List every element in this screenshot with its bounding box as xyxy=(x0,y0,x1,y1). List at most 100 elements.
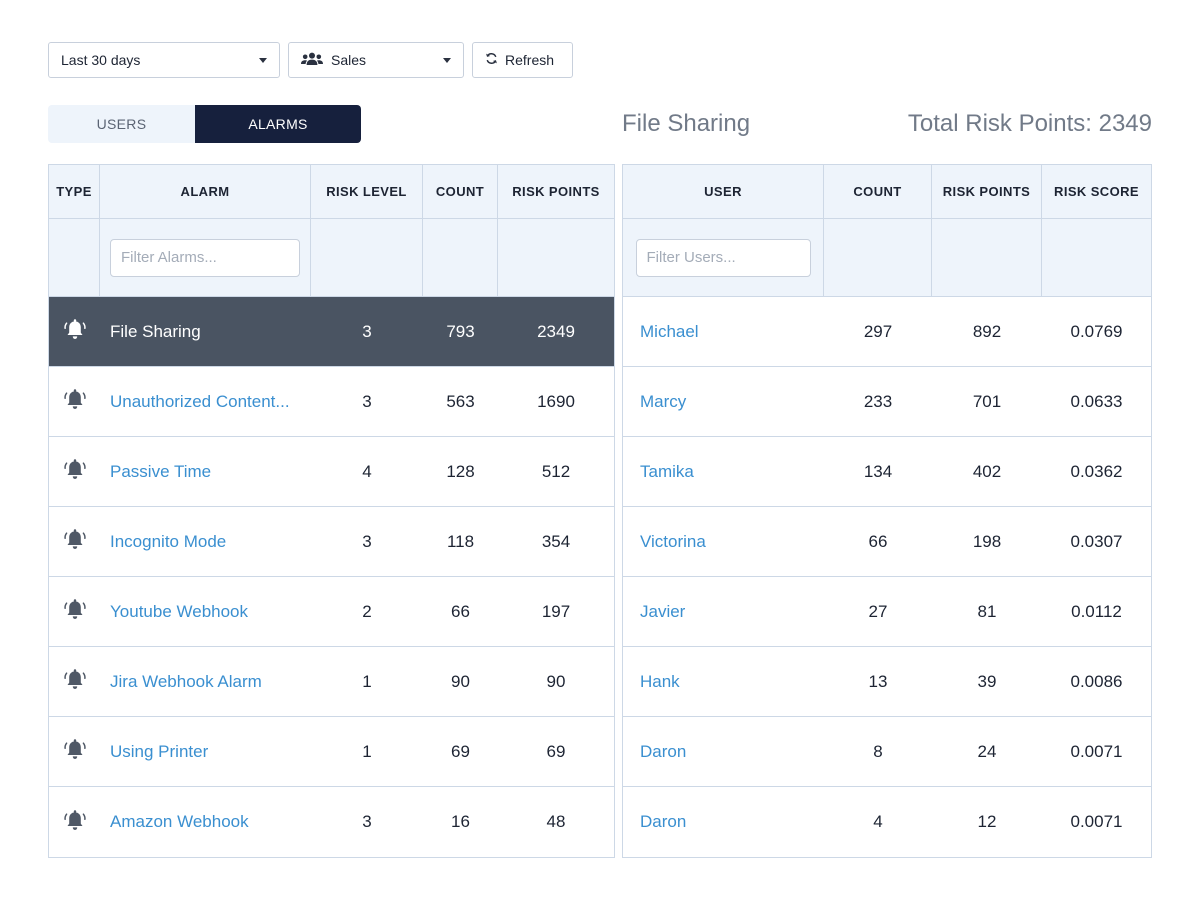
bell-icon xyxy=(63,387,86,416)
alarm-cell: Amazon Webhook xyxy=(100,787,311,857)
alarm-name-link[interactable]: Using Printer xyxy=(110,741,209,761)
bell-icon xyxy=(63,457,86,486)
alarm-name-link[interactable]: File Sharing xyxy=(110,321,201,341)
user-name-link[interactable]: Daron xyxy=(640,812,687,831)
user-name-link[interactable]: Victorina xyxy=(640,531,706,551)
risk-points-cell: 892 xyxy=(972,321,1002,341)
date-range-label: Last 30 days xyxy=(61,52,141,68)
table-row[interactable]: Michael 297 892 0.0769 xyxy=(623,297,1151,367)
alarm-cell: Incognito Mode xyxy=(100,507,311,576)
count-cell: 90 xyxy=(451,671,470,691)
user-name-link[interactable]: Daron xyxy=(640,741,687,761)
user-name-link[interactable]: Michael xyxy=(640,321,699,341)
column-header-count[interactable]: COUNT xyxy=(824,165,932,218)
alarm-cell: Passive Time xyxy=(100,437,311,506)
alarm-cell: Unauthorized Content... xyxy=(100,367,311,436)
user-name-link[interactable]: Javier xyxy=(640,601,686,621)
user-cell: Daron xyxy=(623,717,824,786)
users-table: USER COUNT RISK POINTS RISK SCORE Michae… xyxy=(622,164,1152,858)
user-name-link[interactable]: Tamika xyxy=(640,461,694,481)
column-header-type[interactable]: TYPE xyxy=(49,165,100,218)
risk-points-cell: 12 xyxy=(977,812,997,831)
alarm-name-link[interactable]: Youtube Webhook xyxy=(110,601,249,621)
risk-level-cell: 2 xyxy=(362,601,372,621)
count-cell: 27 xyxy=(868,601,888,621)
alarm-name-link[interactable]: Incognito Mode xyxy=(110,531,227,551)
tab-users[interactable]: USERS xyxy=(48,105,195,143)
risk-points-cell: 2349 xyxy=(537,321,575,341)
risk-score-cell: 0.0071 xyxy=(1070,812,1123,831)
type-cell xyxy=(49,367,100,436)
table-row[interactable]: Daron 4 12 0.0071 xyxy=(623,787,1151,857)
tab-alarms[interactable]: ALARMS xyxy=(195,105,361,143)
refresh-icon xyxy=(485,52,498,68)
type-cell xyxy=(49,787,100,857)
risk-points-cell: 24 xyxy=(977,741,997,761)
user-cell: Victorina xyxy=(623,507,824,576)
table-row[interactable]: File Sharing 3 793 2349 xyxy=(49,297,614,367)
refresh-button[interactable]: Refresh xyxy=(472,42,573,78)
filter-alarms-input[interactable] xyxy=(110,238,300,277)
type-cell xyxy=(49,297,100,366)
table-row[interactable]: Javier 27 81 0.0112 xyxy=(623,577,1151,647)
risk-score-cell: 0.0362 xyxy=(1070,461,1123,481)
risk-points-cell: 402 xyxy=(972,461,1002,481)
user-cell: Hank xyxy=(623,647,824,716)
risk-score-cell: 0.0112 xyxy=(1071,601,1122,621)
count-cell: 66 xyxy=(868,531,888,551)
risk-points-cell: 81 xyxy=(977,601,997,621)
table-row[interactable]: Amazon Webhook 3 16 48 xyxy=(49,787,614,857)
alarm-name-link[interactable]: Jira Webhook Alarm xyxy=(110,671,262,691)
column-header-risk-level[interactable]: RISK LEVEL xyxy=(311,165,423,218)
alarm-name-link[interactable]: Passive Time xyxy=(110,461,212,481)
risk-points-cell: 90 xyxy=(546,671,566,691)
filter-users-input[interactable] xyxy=(635,238,811,277)
user-name-link[interactable]: Hank xyxy=(640,671,680,691)
table-row[interactable]: Incognito Mode 3 118 354 xyxy=(49,507,614,577)
column-header-alarm[interactable]: ALARM xyxy=(100,165,311,218)
table-row[interactable]: Hank 13 39 0.0086 xyxy=(623,647,1151,717)
table-row[interactable]: Unauthorized Content... 3 563 1690 xyxy=(49,367,614,437)
count-cell: 563 xyxy=(446,391,475,411)
column-header-risk-points[interactable]: RISK POINTS xyxy=(512,184,600,199)
table-row[interactable]: Daron 8 24 0.0071 xyxy=(623,717,1151,787)
table-row[interactable]: Jira Webhook Alarm 1 90 90 xyxy=(49,647,614,717)
table-header: USER COUNT RISK POINTS RISK SCORE xyxy=(623,165,1151,219)
user-rows: Michael 297 892 0.0769 Marcy 233 701 0.0633 Tami… xyxy=(623,297,1151,857)
risk-points-cell: 701 xyxy=(972,391,1002,411)
type-cell xyxy=(49,647,100,716)
bell-icon xyxy=(63,667,86,696)
type-cell xyxy=(49,437,100,506)
table-row[interactable]: Tamika 134 402 0.0362 xyxy=(623,437,1151,507)
column-header-risk-score[interactable]: RISK SCORE xyxy=(1054,184,1139,199)
column-header-risk-points[interactable]: RISK POINTS xyxy=(932,165,1042,218)
table-row[interactable]: Using Printer 1 69 69 xyxy=(49,717,614,787)
table-row[interactable]: Marcy 233 701 0.0633 xyxy=(623,367,1151,437)
alarm-name-link[interactable]: Unauthorized Content... xyxy=(110,391,290,411)
bell-icon xyxy=(63,808,86,837)
type-cell xyxy=(49,577,100,646)
user-name-link[interactable]: Marcy xyxy=(640,391,687,411)
risk-score-cell: 0.0307 xyxy=(1070,531,1123,551)
table-header: TYPE ALARM RISK LEVEL COUNT RISK POINTS xyxy=(49,165,614,219)
alarm-cell: File Sharing xyxy=(100,297,311,366)
table-row[interactable]: Victorina 66 198 0.0307 xyxy=(623,507,1151,577)
selected-alarm-title: File Sharing xyxy=(622,110,751,137)
table-row[interactable]: Youtube Webhook 2 66 197 xyxy=(49,577,614,647)
group-dropdown[interactable]: Sales xyxy=(288,42,464,78)
user-cell: Javier xyxy=(623,577,824,646)
filter-cell xyxy=(824,219,932,296)
filter-cell xyxy=(423,219,498,296)
group-label: Sales xyxy=(331,52,367,68)
count-cell: 118 xyxy=(446,531,475,551)
risk-level-cell: 1 xyxy=(362,741,372,761)
date-range-dropdown[interactable]: Last 30 days xyxy=(48,42,280,78)
count-cell: 134 xyxy=(863,461,893,481)
table-row[interactable]: Passive Time 4 128 512 xyxy=(49,437,614,507)
refresh-label: Refresh xyxy=(505,52,555,68)
alarm-name-link[interactable]: Amazon Webhook xyxy=(110,812,249,831)
count-cell: 128 xyxy=(446,461,475,481)
column-header-user[interactable]: USER xyxy=(623,165,824,218)
risk-level-cell: 3 xyxy=(362,812,372,831)
column-header-count[interactable]: COUNT xyxy=(423,165,498,218)
